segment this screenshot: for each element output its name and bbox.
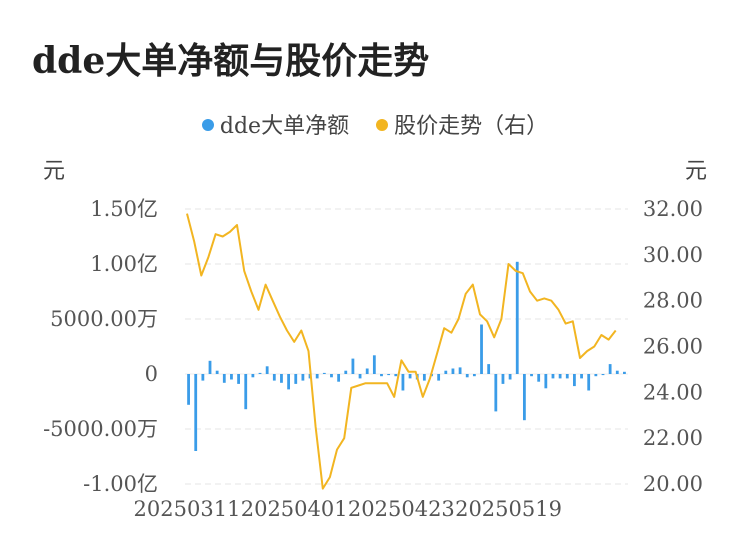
dde-bar [280, 374, 283, 383]
dde-bar [287, 374, 291, 390]
dde-bar [215, 370, 219, 374]
price-line-group [186, 213, 617, 490]
legend-dot-dde [201, 119, 214, 131]
chart-title: dde大单净额与股价走势 [32, 40, 430, 82]
x-tick-label: 20250311 [134, 497, 241, 521]
dde-bar [615, 370, 619, 374]
dde-bar [522, 374, 526, 421]
dde-bar [344, 370, 348, 374]
dde-bar [194, 374, 198, 451]
dde-bar [380, 374, 383, 377]
dde-bar [480, 324, 483, 374]
dde-bar [230, 374, 233, 380]
dde-bar [444, 370, 448, 374]
dde-bar [530, 374, 533, 377]
dde-bar [394, 374, 398, 377]
left-tick-label: 0 [145, 362, 158, 386]
dde-bar [408, 374, 412, 379]
right-tick-label: 32.00 [643, 197, 703, 221]
left-tick-label: 5000.00万 [50, 307, 158, 331]
dde-bar [258, 372, 262, 374]
dde-bar [551, 374, 555, 379]
dde-bar [301, 374, 305, 381]
right-tick-label: 28.00 [643, 289, 703, 313]
dde-bar [401, 374, 405, 391]
x-tick-label: 20250423 [348, 497, 455, 521]
dde-bar [623, 371, 626, 374]
dde-bar [565, 374, 569, 379]
dde-bar [251, 374, 255, 378]
dde-bar [372, 355, 376, 374]
left-axis: 1.50亿 1.00亿 5000.00万 0 -5000.00万 -1.00亿 [43, 197, 158, 496]
legend-item-price[interactable]: 股价走势（右） [376, 108, 548, 140]
left-tick-label: -5000.00万 [43, 417, 158, 441]
x-axis: 20250311 20250401 20250423 20250519 [134, 497, 562, 521]
dde-bars [187, 261, 626, 451]
dde-bar [322, 372, 326, 374]
x-tick-label: 20250401 [241, 497, 348, 521]
dde-bar [387, 374, 391, 376]
dde-bar [358, 374, 362, 379]
dde-bar [351, 358, 355, 374]
price-line [186, 213, 617, 490]
dde-bar [208, 360, 212, 374]
dde-bar [265, 366, 269, 374]
right-tick-label: 22.00 [643, 426, 703, 450]
dde-bar [573, 374, 576, 387]
grid-lines [185, 208, 628, 485]
dde-bar [594, 374, 598, 377]
legend-item-dde[interactable]: dde大单净额 [201, 108, 350, 140]
dde-bar [422, 374, 426, 381]
dde-bar [472, 374, 476, 377]
dde-bar [237, 374, 240, 384]
x-tick-label: 20250519 [455, 497, 562, 521]
dde-bar [294, 374, 298, 384]
dde-bar [537, 374, 541, 382]
right-axis: 32.00 30.00 28.00 26.00 24.00 22.00 20.00 [643, 197, 703, 496]
dde-bar [587, 374, 591, 391]
dde-bar [601, 374, 605, 376]
dde-bar [337, 374, 341, 382]
dde-bar [458, 367, 462, 374]
left-tick-label: 1.00亿 [90, 252, 158, 276]
legend-label-price: 股价走势（右） [394, 114, 549, 139]
left-tick-label: -1.00亿 [83, 472, 158, 496]
legend: dde大单净额 股价走势（右） [0, 108, 750, 140]
dde-bar [201, 374, 205, 381]
legend-label-dde: dde大单净额 [219, 114, 350, 139]
right-tick-label: 26.00 [643, 335, 703, 359]
dde-bar [508, 374, 512, 380]
right-tick-label: 30.00 [643, 243, 703, 267]
dde-bar [244, 374, 248, 410]
left-axis-unit: 元 [43, 159, 65, 184]
dde-bar [544, 374, 548, 389]
dde-bar [437, 374, 441, 381]
legend-dot-price [376, 119, 389, 131]
dde-bar [580, 374, 583, 379]
dde-bar [365, 368, 369, 374]
right-axis-unit: 元 [685, 159, 707, 184]
dde-bar [315, 374, 319, 379]
dde-bar [465, 374, 469, 378]
dde-bar [515, 261, 519, 374]
dde-bar [222, 374, 226, 383]
dde-bar [501, 374, 505, 384]
dde-bar [608, 364, 612, 374]
dde-bar [558, 374, 562, 379]
dde-bar [487, 364, 491, 374]
left-tick-label: 1.50亿 [90, 197, 158, 221]
dde-bar [330, 374, 333, 378]
dde-bar [187, 374, 190, 405]
right-tick-label: 20.00 [643, 472, 703, 496]
dde-bar [272, 374, 276, 381]
dde-bar [451, 368, 455, 374]
right-tick-label: 24.00 [643, 380, 703, 404]
dde-bar [494, 374, 498, 412]
